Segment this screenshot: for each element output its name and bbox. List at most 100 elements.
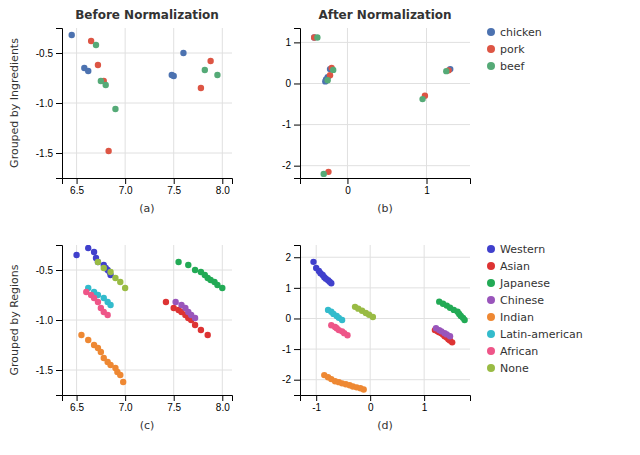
- tick: -1.0: [36, 98, 62, 109]
- point: [205, 332, 211, 338]
- series: [352, 304, 376, 321]
- point: [107, 269, 113, 275]
- legend-label: Japanese: [499, 277, 550, 290]
- series: [311, 34, 453, 84]
- tick-label: 1: [285, 283, 291, 294]
- point: [314, 34, 320, 40]
- legend-entry: Japanese: [487, 277, 550, 290]
- point: [192, 322, 198, 328]
- y-axis: -2-1012: [282, 246, 300, 396]
- tick-mark: [294, 380, 300, 381]
- legend-label: Latin-american: [500, 328, 583, 341]
- point: [207, 58, 213, 64]
- legend: WesternAsianJapaneseChineseIndianLatin-a…: [487, 243, 583, 375]
- tick-label: 7.0: [119, 402, 133, 413]
- tick-label: -1.0: [36, 98, 54, 109]
- legend-symbol: [487, 62, 495, 70]
- tick: -1: [282, 119, 300, 130]
- legend-symbol: [487, 28, 495, 36]
- grid: [300, 245, 470, 395]
- point: [85, 337, 91, 343]
- point: [192, 315, 198, 321]
- panel: 6.57.07.58.0-1.5-1.0-0.5Before Normaliza…: [8, 8, 233, 215]
- points: [310, 259, 468, 393]
- point: [214, 72, 220, 78]
- tick: -1.5: [36, 365, 62, 376]
- legend-label: beef: [500, 60, 526, 73]
- tick: -1: [282, 344, 300, 355]
- point: [310, 259, 316, 265]
- legend-entry: chicken: [487, 26, 542, 39]
- point: [163, 299, 169, 305]
- tick-label: -1.5: [36, 365, 54, 376]
- title: Before Normalization: [75, 8, 219, 22]
- series: [325, 307, 345, 324]
- grid-line: [62, 103, 232, 104]
- tick-label: -0.5: [36, 48, 54, 59]
- point: [461, 317, 467, 323]
- grid-line: [300, 318, 470, 319]
- legend-entry: Asian: [487, 260, 530, 273]
- series: [321, 372, 367, 393]
- grid-line: [300, 287, 470, 288]
- tick-mark: [174, 395, 175, 401]
- tick-mark: [294, 318, 300, 319]
- point: [321, 171, 327, 177]
- point: [104, 312, 110, 318]
- chart-container: 6.57.07.58.0-1.5-1.0-0.5Before Normaliza…: [0, 0, 640, 455]
- tick-mark: [294, 42, 300, 43]
- tick: 0: [285, 313, 300, 324]
- series: [163, 299, 211, 338]
- grid-line: [300, 349, 470, 350]
- tick-label: 0: [368, 402, 374, 413]
- legend: chicken pork beef: [487, 26, 542, 73]
- tick-mark: [294, 83, 300, 84]
- legend-symbol: [487, 245, 495, 253]
- tick-label: 0: [345, 185, 351, 196]
- series: [95, 259, 129, 291]
- series: [314, 34, 449, 177]
- legend-label: African: [500, 345, 538, 358]
- legend-symbol: [487, 262, 495, 270]
- series: [172, 299, 198, 321]
- point: [95, 259, 101, 265]
- grid: [62, 28, 232, 178]
- point: [95, 62, 101, 68]
- point: [120, 379, 126, 385]
- grid-line: [62, 370, 232, 371]
- point: [219, 285, 225, 291]
- tick-label: 1: [285, 37, 291, 48]
- legend-entry: pork: [487, 43, 525, 56]
- x-axis-label: (c): [140, 419, 155, 432]
- y-axis-label: Grouped by Regions: [8, 264, 21, 375]
- tick-mark: [347, 178, 348, 184]
- tick-label: -1.5: [36, 148, 54, 159]
- point: [419, 96, 425, 102]
- panel: 6.57.07.58.0-1.5-1.0-0.5(c)Grouped by Re…: [8, 245, 233, 432]
- point: [106, 269, 112, 275]
- series: [69, 32, 187, 79]
- legend-symbol: [487, 279, 495, 287]
- tick-mark: [222, 178, 223, 184]
- grid-line: [347, 28, 348, 178]
- axis-line: [63, 396, 233, 402]
- grid-line: [300, 165, 470, 166]
- tick-mark: [316, 395, 317, 401]
- tick-mark: [56, 103, 62, 104]
- tick-mark: [125, 395, 126, 401]
- point: [185, 262, 191, 268]
- point: [344, 332, 350, 338]
- legend-entry: None: [487, 362, 529, 375]
- point: [117, 372, 123, 378]
- point: [449, 339, 455, 345]
- tick-mark: [77, 178, 78, 184]
- point: [85, 68, 91, 74]
- legend-label: chicken: [500, 26, 542, 39]
- tick: -0.5: [36, 265, 62, 276]
- grid: [62, 245, 232, 395]
- tick: 0: [345, 178, 351, 196]
- point: [180, 50, 186, 56]
- panel: 01-2-101After Normalization(b)chickenpor…: [282, 8, 542, 215]
- axis-line: [294, 29, 301, 179]
- legend-entry: African: [487, 345, 538, 358]
